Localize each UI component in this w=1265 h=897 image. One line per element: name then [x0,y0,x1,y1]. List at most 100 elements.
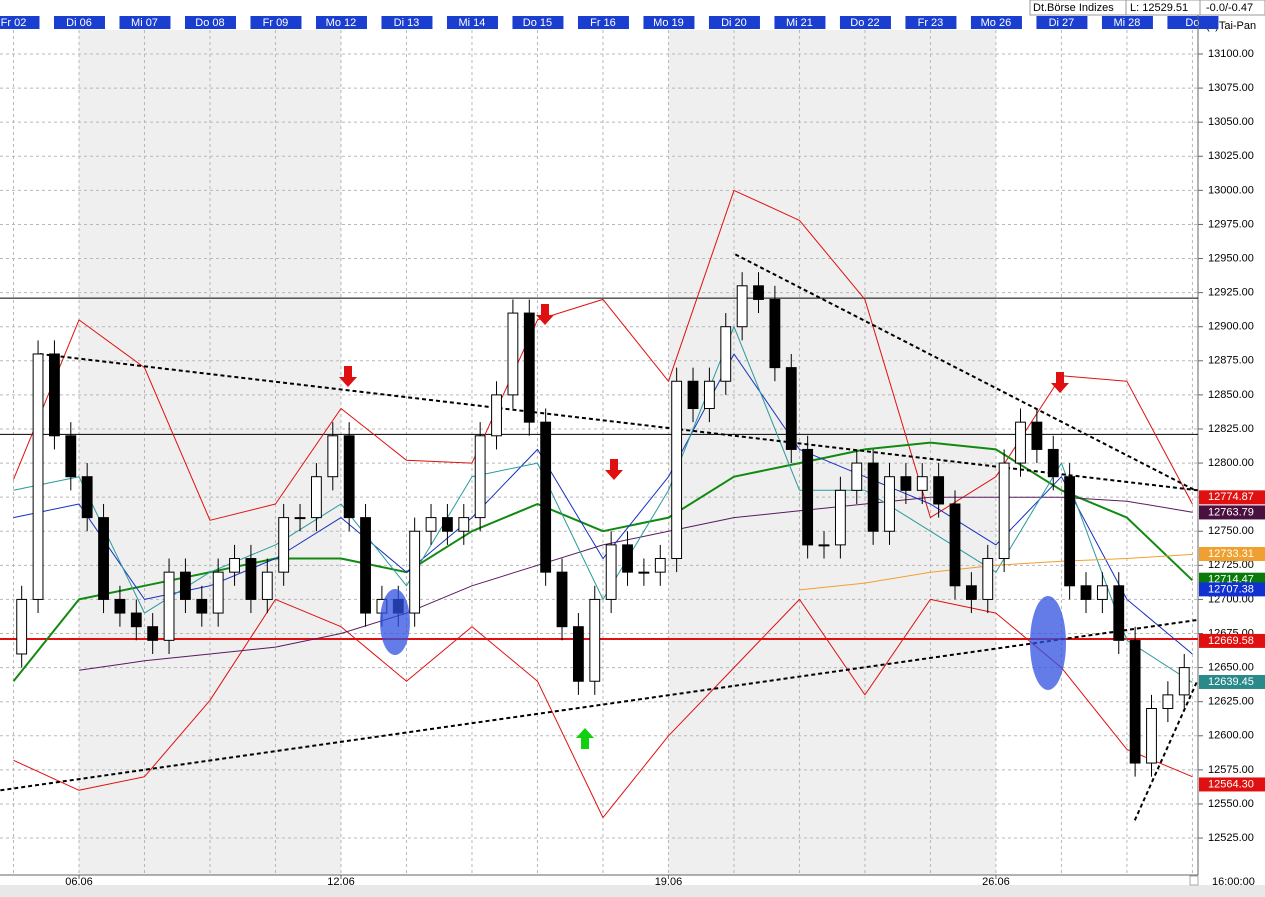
day-label-box [53,16,105,29]
y-tick-label: 12725.00 [1208,559,1254,571]
candle-body [278,517,290,573]
candle-body [1047,448,1059,478]
candle-body [458,517,470,532]
candle-body [327,435,339,478]
candle-body [114,598,126,614]
candle-body [589,598,601,682]
candle-body [851,462,863,491]
candle-body [998,462,1010,560]
x-tick-label: 06.06 [65,876,93,888]
x-tick-label: Di 13 [394,17,420,29]
x-tick-label: Do 22 [850,17,879,29]
candle-body [834,489,846,546]
source-title: Dt.Börse Indizes [1033,2,1114,14]
y-tick-label: 12575.00 [1208,764,1254,776]
price-label-box [1199,547,1265,562]
y-tick-label: 12950.00 [1208,252,1254,264]
day-label-box [1036,16,1088,29]
candle-body [965,585,977,600]
candle-body [441,517,453,532]
x-tick-label: Fr 09 [263,17,289,29]
price-label: 12564.30 [1208,778,1254,790]
down-arrow [339,366,357,387]
candle-body [1113,585,1125,641]
y-tick-label: 12975.00 [1208,218,1254,230]
candle-body [507,312,519,396]
candle-body [229,558,240,573]
day-label-box [512,16,564,29]
candle-body [261,571,273,600]
candle-body [16,598,28,655]
y-tick-label: 13075.00 [1208,82,1254,94]
candle-body [916,476,928,491]
day-label-box [184,16,236,29]
candle-body [311,476,322,519]
x-tick-label: Di 06 [66,17,92,29]
price-label-box [1199,633,1265,648]
status-bar [0,885,1265,897]
trend-line [39,353,1198,492]
trend-line [734,253,1196,492]
candle-body [360,517,371,614]
candle-body [802,448,814,546]
y-tick-label: 12650.00 [1208,662,1254,674]
y-tick-label: 12850.00 [1208,389,1254,401]
candle-body [491,394,502,437]
candle-body [343,435,355,519]
candle-body [572,626,584,682]
candle-body [1146,708,1157,764]
x-tick-label: Do 08 [195,17,224,29]
day-label-box [0,16,40,29]
x-tick-label: Mo 12 [326,17,357,29]
x-tick-label: Di 27 [1049,17,1075,29]
time-label: 16:00:00 [1212,876,1255,888]
x-tick-label: Fr 16 [590,17,616,29]
candle-body [769,298,781,369]
candle-body [1162,694,1174,710]
candle-body [130,612,142,628]
candle-body [671,380,683,560]
day-label-box [446,16,498,29]
copyright: (c)Tai-Pan [1206,20,1256,32]
candle-body [785,367,797,450]
candle-body [163,571,175,641]
candle-body [65,435,77,478]
shaded-range [668,30,996,875]
candle-body [294,517,306,520]
price-label-box [1199,777,1265,792]
candle-body [687,380,699,410]
x-tick-label: Mi 21 [786,17,813,29]
candle-body [245,558,257,600]
x-tick-label: Mi 28 [1113,17,1140,29]
scroll-button[interactable] [1189,875,1199,886]
day-label-box [381,16,433,29]
day-label-box [119,16,171,29]
down-arrow [1051,372,1069,393]
y-tick-label: 12900.00 [1208,321,1254,333]
day-label-box [970,16,1022,29]
x-tick-label: Fr 23 [918,17,944,29]
candle-body [982,558,994,600]
candle-body [884,476,895,532]
day-label-box [1101,16,1153,29]
candle-body [1015,421,1026,464]
day-label-box [315,16,367,29]
candle-body [196,598,208,614]
x-tick-label: Mo 19 [653,17,684,29]
x-tick-label: 26.06 [982,876,1010,888]
candle-body [1064,476,1076,587]
y-tick-label: 12825.00 [1208,423,1254,435]
candle-body [98,517,109,600]
candle-body [212,571,224,614]
candle-body [703,380,715,410]
highlight-ellipse [380,589,410,655]
trend-line [1133,679,1199,821]
day-label-box [1167,16,1219,29]
y-tick-label: 12750.00 [1208,525,1254,537]
candle-body [1096,585,1108,600]
candle-body [1031,421,1043,450]
x-tick-label: 12.06 [327,876,355,888]
day-label-box [643,16,695,29]
candle-body [425,517,437,532]
candle-body [540,421,552,573]
